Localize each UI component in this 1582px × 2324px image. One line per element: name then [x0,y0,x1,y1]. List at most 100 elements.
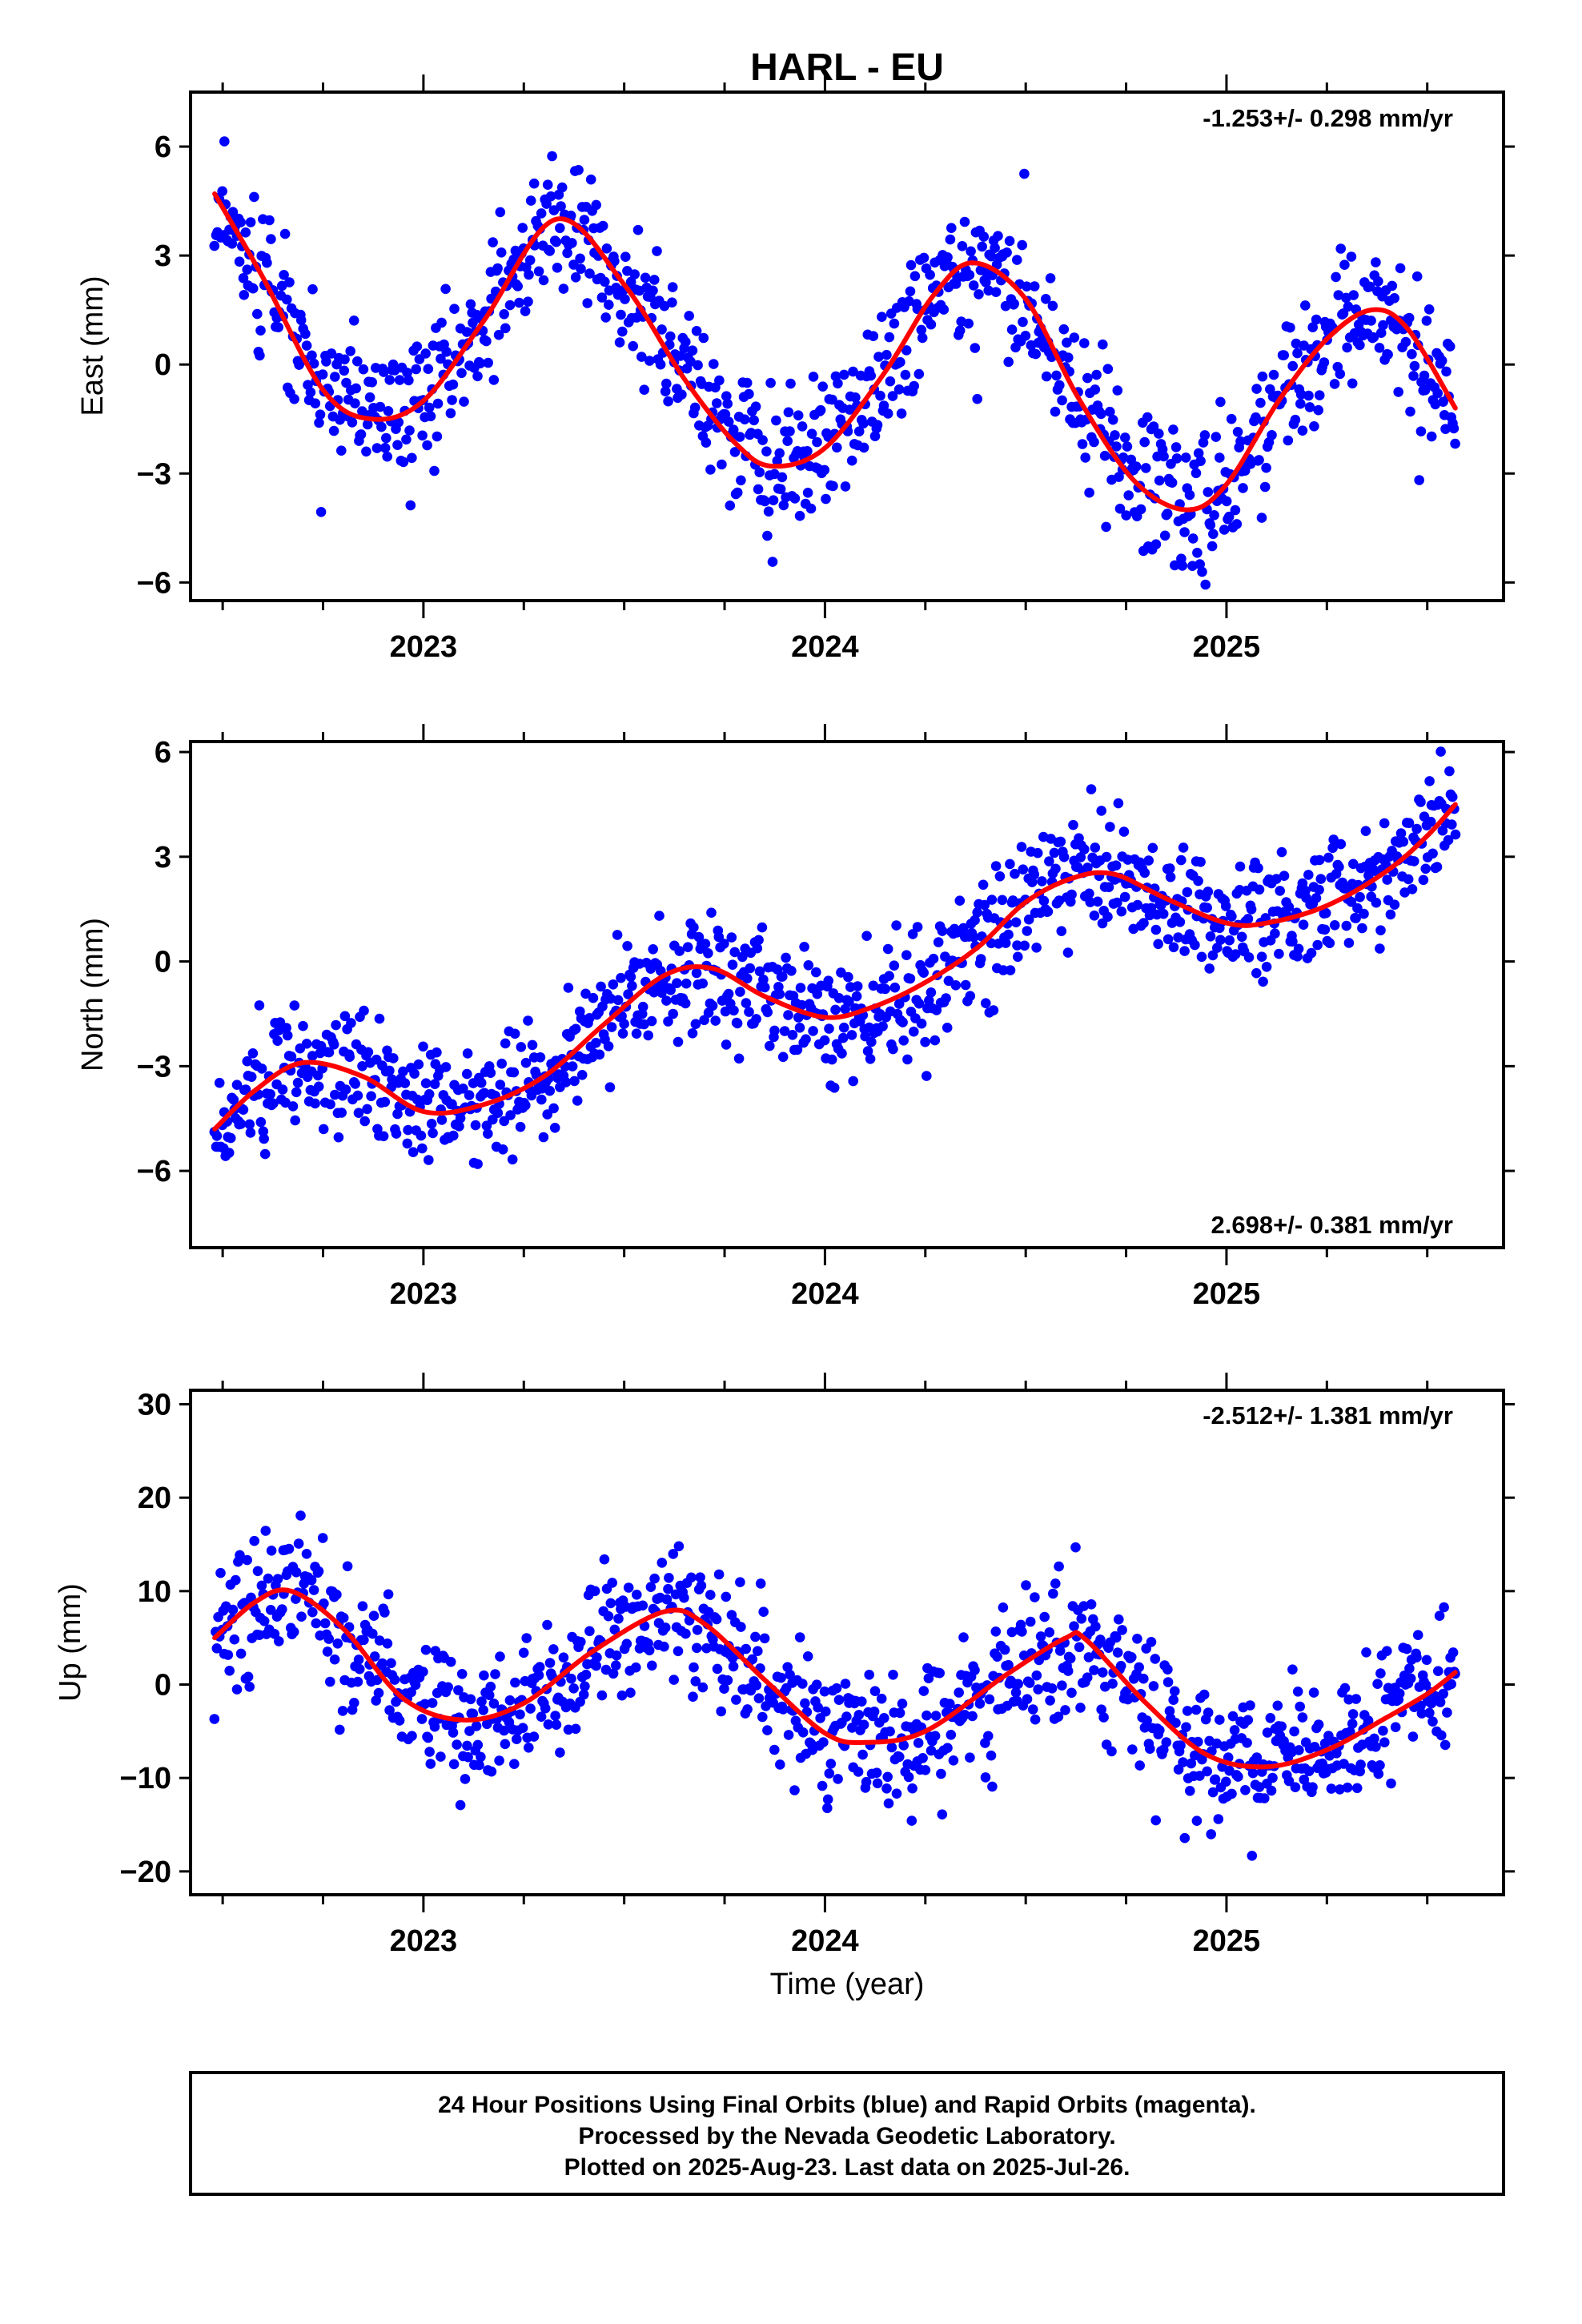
east-data-point [926,319,937,330]
up-data-point [418,1667,428,1677]
north-data-point [1271,874,1282,884]
north-data-point [1066,889,1077,900]
north-ytick-label: −3 [137,1050,171,1084]
up-data-point [229,1634,240,1645]
up-data-point [897,1699,908,1709]
east-data-point [775,484,786,495]
north-data-point [801,1034,811,1044]
north-data-point [884,971,894,981]
north-data-point [852,981,863,991]
east-data-point [1207,541,1218,552]
north-data-point [352,1090,363,1101]
north-data-point [797,999,807,1011]
east-data-point [850,392,861,403]
north-data-point [496,1058,507,1069]
up-data-point [550,1711,560,1721]
north-data-point [432,1047,442,1058]
east-data-point [499,309,509,320]
north-data-point [707,1000,718,1011]
up-data-point [1078,1601,1089,1611]
east-data-point [1003,356,1014,368]
east-data-point [1130,461,1142,472]
north-data-point [799,942,809,952]
east-data-point [1012,255,1022,265]
east-data-point [492,263,503,274]
east-yticks: −6 −3 0 3 6 [137,131,1515,600]
up-data-point [256,1580,267,1591]
north-data-point [417,1143,428,1154]
up-data-point [386,1658,396,1669]
up-data-point [383,1589,394,1600]
east-data-point [1411,271,1423,282]
north-data-point [1420,863,1431,875]
east-data-point [432,431,443,442]
north-data-point [242,1055,253,1067]
north-data-point [744,1007,754,1017]
up-data-point [1379,1737,1390,1747]
up-data-point [673,1541,685,1552]
east-data-point [367,377,378,388]
footer-frame [189,2071,1505,2196]
north-data-point [837,1048,847,1059]
east-data-point [667,282,678,292]
east-data-point [785,426,795,436]
north-data-point [978,879,989,891]
north-data-point [752,943,763,954]
north-fit-curve [212,802,1458,1132]
up-data-point [937,1809,948,1819]
up-data-point [484,1690,495,1700]
north-data-point [1215,935,1226,945]
east-data-point [1148,421,1159,432]
north-data-point [1246,904,1257,915]
east-data-point [1126,454,1137,465]
north-data-point [1293,943,1304,955]
east-data-point [640,272,651,283]
east-data-point [734,432,745,442]
east-data-point [1441,366,1452,377]
north-data-point [1314,884,1324,895]
up-data-point [669,1675,679,1685]
up-data-point [548,1644,559,1655]
east-data-point [1122,441,1133,452]
north-data-point [1022,926,1033,936]
north-data-point [631,1028,642,1039]
east-data-point [655,359,666,370]
up-data-point [259,1616,270,1626]
north-data-point [523,1015,533,1026]
north-data-point [1236,931,1247,943]
up-data-point [1351,1694,1362,1704]
north-data-point [1090,842,1101,853]
north-data-point [454,1121,464,1132]
up-data-point [368,1610,379,1621]
east-data-point [918,252,930,263]
up-data-point [713,1569,725,1580]
up-data-point [1126,1652,1137,1663]
east-xtick-label: 2023 [390,630,458,664]
north-data-point [1116,906,1127,917]
up-data-point [1207,1787,1219,1798]
east-data-point [978,231,990,242]
up-data-point [589,1586,600,1597]
east-data-point [644,356,655,366]
north-data-point [476,1077,487,1088]
up-data-point [1295,1701,1305,1712]
north-data-point [792,1044,803,1055]
up-data-point [558,1652,569,1663]
east-data-point [732,487,743,498]
east-data-point [361,446,371,457]
up-data-point [1227,1788,1237,1799]
up-data-point [689,1662,699,1673]
east-data-point [351,383,362,394]
north-data-point [1182,887,1193,898]
east-data-point [659,300,670,312]
east-data-point [793,410,804,420]
up-data-point [1057,1680,1067,1691]
up-data-point [1427,1716,1438,1727]
up-data-point [898,1740,909,1751]
east-data-point [661,378,672,389]
east-data-point [905,259,917,271]
east-data-point [1082,372,1093,384]
north-data-point [448,1130,459,1141]
up-data-point [1054,1646,1066,1656]
